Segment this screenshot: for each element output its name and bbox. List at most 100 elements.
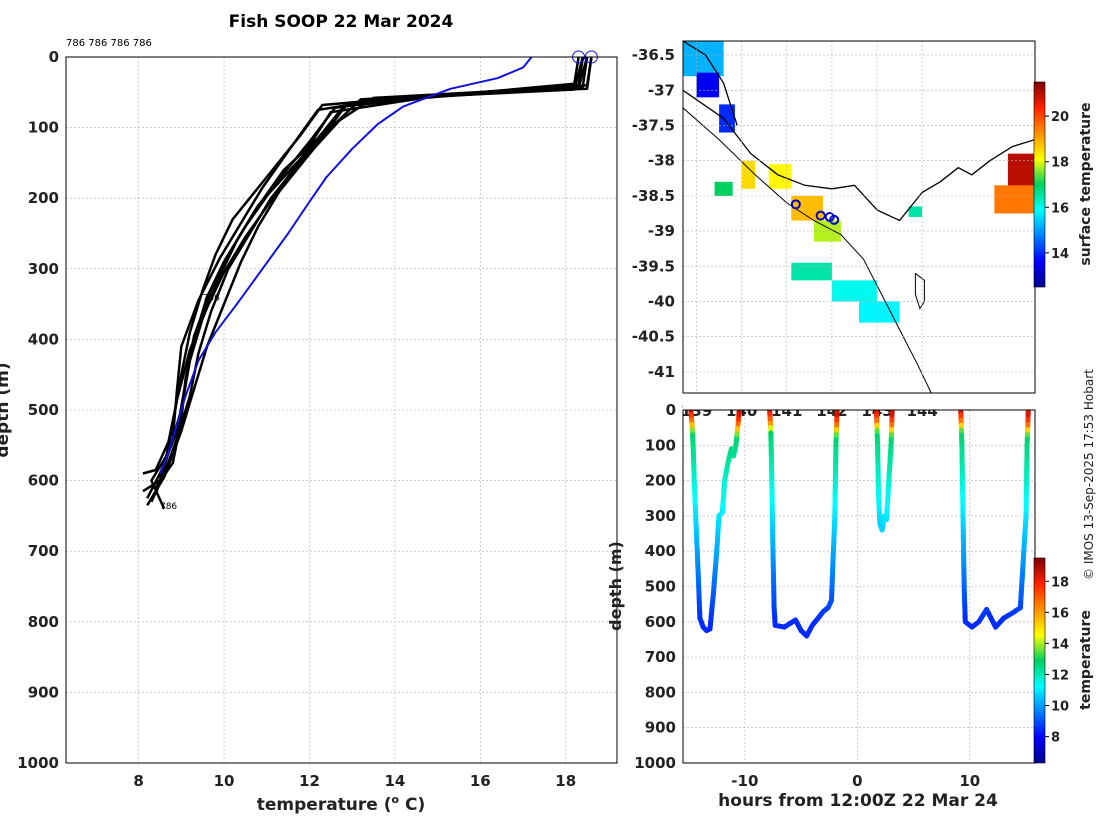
sst-patch — [683, 41, 724, 77]
sst-patch — [714, 181, 733, 196]
temperature-colorbar-label: temperature — [1078, 610, 1094, 710]
profile-y-tick-label: 400 — [28, 330, 59, 348]
depth-time-y-tick-label: 400 — [645, 542, 676, 560]
profile-y-tick-label: 500 — [28, 401, 59, 419]
depth-time-x-tick-label: 0 — [852, 772, 862, 790]
map-lat-tick-label: -38.5 — [632, 187, 675, 205]
map-grid — [683, 41, 1035, 393]
depth-time-y-tick-label: 800 — [645, 683, 676, 701]
depth-time-y-tick-label: 200 — [645, 472, 676, 490]
depth-time-dives — [688, 410, 1031, 639]
profile-y-tick-label: 200 — [28, 189, 59, 207]
temperature-colorbar-tick-label: 8 — [1051, 731, 1060, 746]
climatology-line — [159, 57, 533, 474]
depth-time-y-tick-label: 500 — [645, 578, 676, 596]
map-lat-tick-label: -36.5 — [632, 46, 675, 64]
map-lat-tick-label: -37 — [648, 81, 675, 99]
profile-markers: 786 786 — [160, 50, 598, 512]
sst-colorbar-tick-label: 16 — [1051, 201, 1069, 216]
profile-line — [146, 57, 589, 499]
temperature-colorbar-tick-label: 18 — [1051, 575, 1069, 590]
profile-x-tick-label: 10 — [214, 772, 235, 790]
temperature-colorbar-ticks: 8 10 12 14 16 18 — [1045, 575, 1069, 746]
map-tick-mask — [683, 401, 1035, 410]
profile-id-label: 786 — [203, 294, 220, 304]
profile-y-tick-label: 700 — [28, 542, 59, 560]
profile-x-tick-label: 18 — [555, 772, 576, 790]
temperature-colorbar-tick-label: 14 — [1051, 637, 1069, 652]
profile-x-axis-label: temperature (o C) — [257, 793, 426, 815]
map-ticks: 139140141142143144-36.5-37-37.5-38-38.5-… — [632, 46, 1035, 420]
sst-colorbar — [1033, 81, 1046, 288]
profile-line — [154, 57, 585, 496]
sst-patch — [696, 72, 720, 98]
map-lat-tick-label: -40 — [648, 292, 675, 310]
track-position-marker — [815, 210, 826, 221]
profile-x-tick-label: 12 — [299, 772, 320, 790]
coastline — [683, 89, 1035, 222]
profile-axes-frame — [65, 56, 618, 764]
depth-time-y-tick-label: 0 — [666, 401, 676, 419]
sst-colorbar-ticks: 14 16 18 20 — [1045, 110, 1069, 262]
profile-top-annotation: 786 786 786 786 — [66, 38, 152, 49]
profile-x-tick-label: 14 — [384, 772, 405, 790]
sst-patch — [741, 160, 756, 189]
sst-patch — [768, 164, 792, 189]
profile-x-tick-label: 16 — [470, 772, 491, 790]
profile-id-label: 786 — [160, 502, 177, 512]
profile-line — [150, 57, 593, 510]
sst-colorbar-tick-label: 14 — [1051, 247, 1069, 262]
map-lat-tick-label: -39.5 — [632, 257, 675, 275]
profile-y-tick-label: 0 — [49, 48, 59, 66]
temperature-colorbar-tick-label: 12 — [1051, 668, 1069, 683]
map-lat-tick-label: -39 — [648, 222, 675, 240]
depth-time-y-tick-label: 900 — [645, 719, 676, 737]
profile-grid — [66, 56, 617, 764]
credit-text: © IMOS 13-Sep-2025 17:53 Hobart — [1082, 369, 1096, 580]
map-lat-tick-label: -37.5 — [632, 116, 675, 134]
sst-colorbar-tick-label: 20 — [1051, 110, 1069, 125]
coastline — [683, 41, 738, 126]
depth-time-y-tick-label: 1000 — [634, 754, 676, 772]
depth-time-y-tick-label: 100 — [645, 436, 676, 454]
temperature-colorbar-tick-label: 10 — [1051, 700, 1069, 715]
profile-y-tick-label: 900 — [28, 683, 59, 701]
profile-x-tick-label: 8 — [133, 772, 143, 790]
temperature-colorbar-tick-label: 16 — [1051, 606, 1069, 621]
map-lat-tick-label: -41 — [648, 363, 675, 381]
shelf-edge-contour — [683, 107, 932, 393]
profile-y-tick-label: 800 — [28, 613, 59, 631]
sst-patch — [791, 262, 832, 281]
sst-patch — [859, 301, 900, 323]
profile-y-tick-label: 300 — [28, 260, 59, 278]
profile-y-axis-label: depth (m) — [0, 362, 13, 457]
sst-map — [683, 41, 1035, 393]
track-position-marker — [790, 199, 801, 210]
profile-y-tick-label: 100 — [28, 119, 59, 137]
profile-y-tick-label: 1000 — [17, 754, 59, 772]
depth-time-x-axis-label: hours from 12:00Z 22 Mar 24 — [718, 791, 998, 811]
sst-colorbar-tick-label: 18 — [1051, 156, 1069, 171]
map-lat-tick-label: -38 — [648, 152, 675, 170]
track-position-marker — [829, 214, 840, 225]
depth-time-x-tick-label: 10 — [959, 772, 980, 790]
profile-y-tick-label: 600 — [28, 472, 59, 490]
depth-time-y-tick-label: 600 — [645, 613, 676, 631]
depth-time-y-axis-label: depth (m) — [606, 541, 625, 631]
chart-title: Fish SOOP 22 Mar 2024 — [229, 12, 454, 32]
sst-patch — [908, 206, 923, 217]
depth-time-x-tick-label: -10 — [731, 772, 758, 790]
profile-line — [142, 57, 585, 475]
temperature-colorbar — [1033, 557, 1046, 764]
sst-patch — [994, 185, 1035, 214]
sst-colorbar-label: surface temperature — [1078, 102, 1094, 265]
sst-patch — [1007, 153, 1035, 189]
map-axes-frame — [682, 40, 1036, 394]
depth-time-y-tick-label: 300 — [645, 507, 676, 525]
profile-ticks: 8 10 12 14 16 18 0 100 200 300 400 500 600 700 800 900 1… — [17, 48, 576, 790]
sst-patch — [831, 280, 878, 302]
map-panel: 139140141142143144-36.5-37-37.5-38-38.5-… — [632, 40, 1094, 420]
